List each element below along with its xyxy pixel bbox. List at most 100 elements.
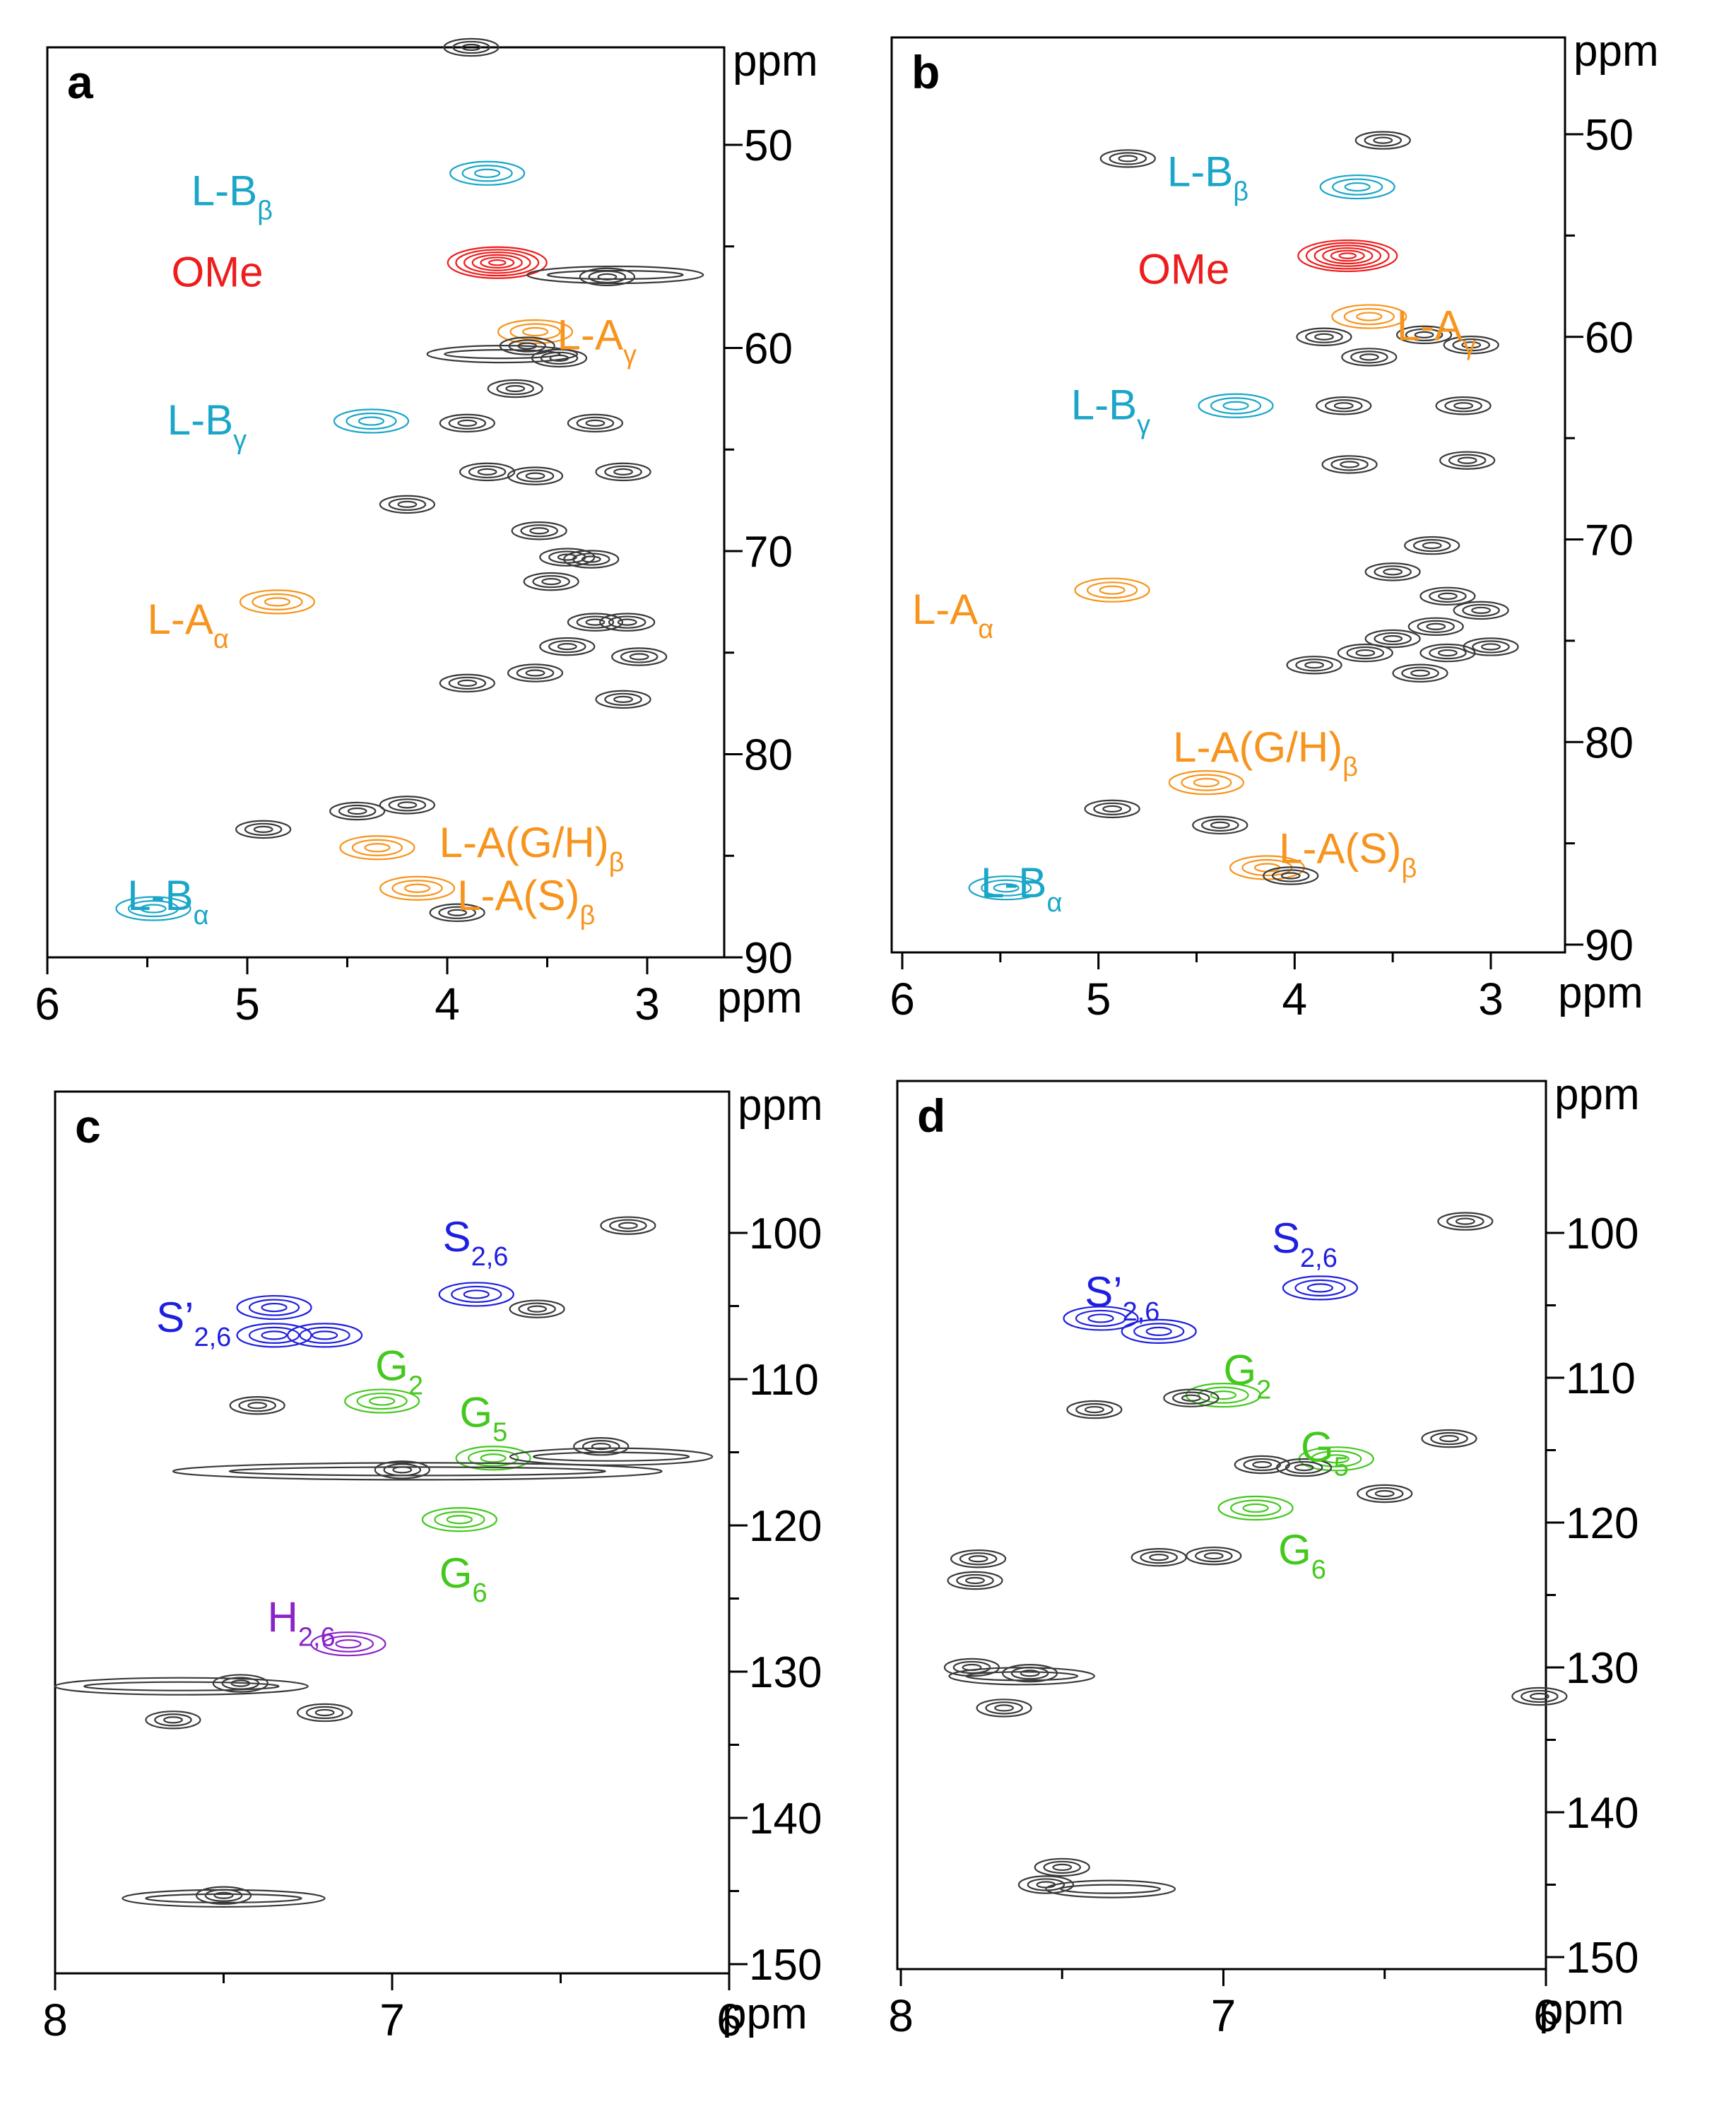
contour-ring xyxy=(516,666,555,680)
peak-label-main: L-A(S) xyxy=(457,872,579,919)
peak-label-sub: γ xyxy=(1137,410,1150,439)
contour-ring xyxy=(1020,1670,1040,1677)
contour-ring xyxy=(455,1446,531,1471)
contour-ring xyxy=(520,524,558,538)
contour-ring xyxy=(1365,1487,1404,1501)
contour-ring xyxy=(959,1552,998,1566)
contour-ring xyxy=(1472,640,1510,654)
peak-label: G6 xyxy=(439,1549,488,1608)
contour-ring xyxy=(620,650,659,663)
contour-ridge xyxy=(965,1671,1079,1682)
contour-ridge xyxy=(426,345,579,364)
y-tick-label: 120 xyxy=(749,1502,822,1551)
contour-peak-black xyxy=(1395,325,1453,345)
contour-ring xyxy=(204,1889,243,1902)
peak-label-main: G xyxy=(459,1389,492,1436)
contour-peak-black xyxy=(595,462,651,482)
contour-ring xyxy=(1364,562,1421,581)
contour-ring xyxy=(236,1294,312,1321)
contour-peak-black xyxy=(950,1549,1007,1569)
panel-label: c xyxy=(75,1100,101,1152)
contour-peak-black xyxy=(595,690,651,709)
contour-peak-orange xyxy=(1074,577,1150,603)
contour-ring xyxy=(1084,799,1140,819)
x-tick-label: 3 xyxy=(634,979,660,1029)
peak-label: L-Aα xyxy=(912,586,993,644)
y-tick-label: 90 xyxy=(1585,921,1634,970)
contour-ring xyxy=(567,413,624,433)
contour-peak-black xyxy=(235,820,292,839)
y-tick-label: 80 xyxy=(744,731,793,780)
contour-ring xyxy=(1410,669,1430,677)
x-tick-label: 5 xyxy=(235,979,260,1029)
peak-label-main: OMe xyxy=(1138,245,1229,293)
contour-ring xyxy=(993,883,1020,893)
contour-ring xyxy=(629,653,649,661)
contour-peak-black xyxy=(1263,866,1319,885)
peak-label-main: H xyxy=(268,1593,298,1641)
contour-peak-black xyxy=(1407,617,1464,637)
contour-ridge xyxy=(172,1462,663,1481)
contour-ring xyxy=(1455,1217,1475,1225)
contour-ring xyxy=(581,555,601,563)
contour-ring xyxy=(1280,872,1301,880)
contour-ring xyxy=(1350,350,1388,364)
x-tick-label: 7 xyxy=(379,1995,405,2045)
peak-label-sub: β xyxy=(1342,752,1358,782)
contour-ring xyxy=(1074,577,1150,603)
contour-ring xyxy=(1359,353,1379,361)
contour-ridge xyxy=(83,1681,280,1691)
contour-ring xyxy=(457,419,478,427)
contour-peak-black xyxy=(507,466,564,485)
contour-ring xyxy=(480,1453,507,1463)
contour-ring xyxy=(488,259,507,266)
contour-ring xyxy=(521,326,549,337)
peak-label-main: L-B xyxy=(1167,148,1233,196)
contour-ridge xyxy=(546,269,684,280)
contour-ring xyxy=(1457,456,1477,464)
x-tick-label: 5 xyxy=(1086,974,1111,1024)
contour-ring xyxy=(1356,312,1383,321)
contour-ring xyxy=(1075,1402,1114,1417)
peak-label-main: S xyxy=(1272,1215,1300,1262)
x-tick-label: 6 xyxy=(716,1995,742,2045)
contour-ring xyxy=(461,43,481,52)
x-tick-label: 3 xyxy=(1478,974,1504,1024)
contour-peak-black xyxy=(1364,562,1421,581)
peak-label: L-Bβ xyxy=(191,167,273,225)
peak-label: L-Bα xyxy=(127,872,208,931)
contour-ring xyxy=(1419,586,1476,605)
contour-peak-cyan xyxy=(333,408,410,434)
contour-ring xyxy=(140,904,167,914)
contour-ridge xyxy=(526,265,704,285)
contour-ring xyxy=(1338,252,1357,259)
contour-ring xyxy=(1439,451,1496,470)
contour-peak-black xyxy=(439,413,495,433)
contour-ring xyxy=(338,804,377,818)
contour-ring xyxy=(339,835,415,861)
contour-ring xyxy=(539,637,596,656)
contour-ring xyxy=(608,615,646,629)
contour-ring xyxy=(557,642,577,651)
peak-label: G2 xyxy=(1224,1347,1272,1405)
contour-ring xyxy=(1346,646,1385,660)
contour-peak-black xyxy=(1435,396,1492,415)
contour-ring xyxy=(576,615,615,629)
contour-ring xyxy=(1099,149,1156,168)
x-tick-label: 8 xyxy=(42,1995,68,2045)
contour-ring xyxy=(379,495,436,514)
contour-ring xyxy=(1401,666,1439,680)
contour-ring xyxy=(511,521,567,540)
contour-ring xyxy=(1330,458,1369,471)
contour-ring xyxy=(438,906,476,919)
y-unit: ppm xyxy=(1554,1070,1640,1119)
contour-ring xyxy=(356,1392,408,1410)
contour-ring xyxy=(397,500,418,509)
contour-ridge xyxy=(532,1451,690,1462)
contour-ring xyxy=(1140,1551,1178,1564)
peak-label-sub: α xyxy=(213,625,229,654)
contour-ring xyxy=(459,462,516,482)
contour-ring xyxy=(613,695,633,704)
peak-label: L-A(S)β xyxy=(457,872,595,931)
